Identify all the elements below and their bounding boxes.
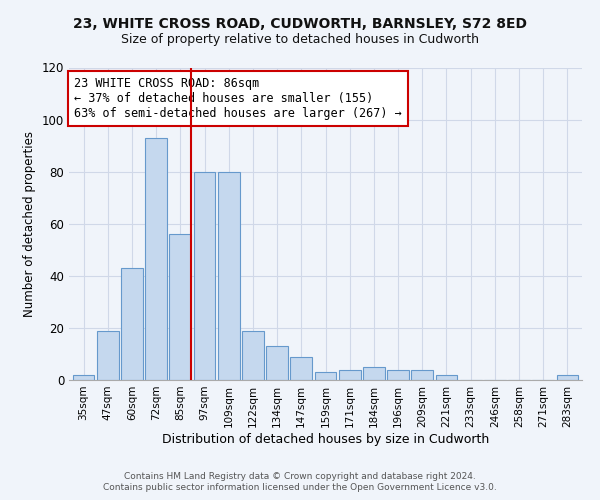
Bar bbox=[145, 138, 167, 380]
Text: 23 WHITE CROSS ROAD: 86sqm
← 37% of detached houses are smaller (155)
63% of sem: 23 WHITE CROSS ROAD: 86sqm ← 37% of deta… bbox=[74, 77, 402, 120]
Bar bbox=[121, 268, 143, 380]
Bar bbox=[73, 375, 94, 380]
Bar bbox=[557, 375, 578, 380]
Text: 23, WHITE CROSS ROAD, CUDWORTH, BARNSLEY, S72 8ED: 23, WHITE CROSS ROAD, CUDWORTH, BARNSLEY… bbox=[73, 18, 527, 32]
Bar bbox=[436, 375, 457, 380]
Text: Size of property relative to detached houses in Cudworth: Size of property relative to detached ho… bbox=[121, 32, 479, 46]
Bar bbox=[97, 330, 119, 380]
Text: Contains public sector information licensed under the Open Government Licence v3: Contains public sector information licen… bbox=[103, 483, 497, 492]
Bar bbox=[314, 372, 337, 380]
Bar bbox=[242, 330, 264, 380]
Bar bbox=[169, 234, 191, 380]
Bar bbox=[339, 370, 361, 380]
Bar bbox=[290, 356, 312, 380]
X-axis label: Distribution of detached houses by size in Cudworth: Distribution of detached houses by size … bbox=[162, 432, 489, 446]
Bar bbox=[412, 370, 433, 380]
Bar bbox=[387, 370, 409, 380]
Bar bbox=[363, 367, 385, 380]
Text: Contains HM Land Registry data © Crown copyright and database right 2024.: Contains HM Land Registry data © Crown c… bbox=[124, 472, 476, 481]
Bar bbox=[218, 172, 239, 380]
Bar bbox=[266, 346, 288, 380]
Y-axis label: Number of detached properties: Number of detached properties bbox=[23, 130, 36, 317]
Bar bbox=[194, 172, 215, 380]
